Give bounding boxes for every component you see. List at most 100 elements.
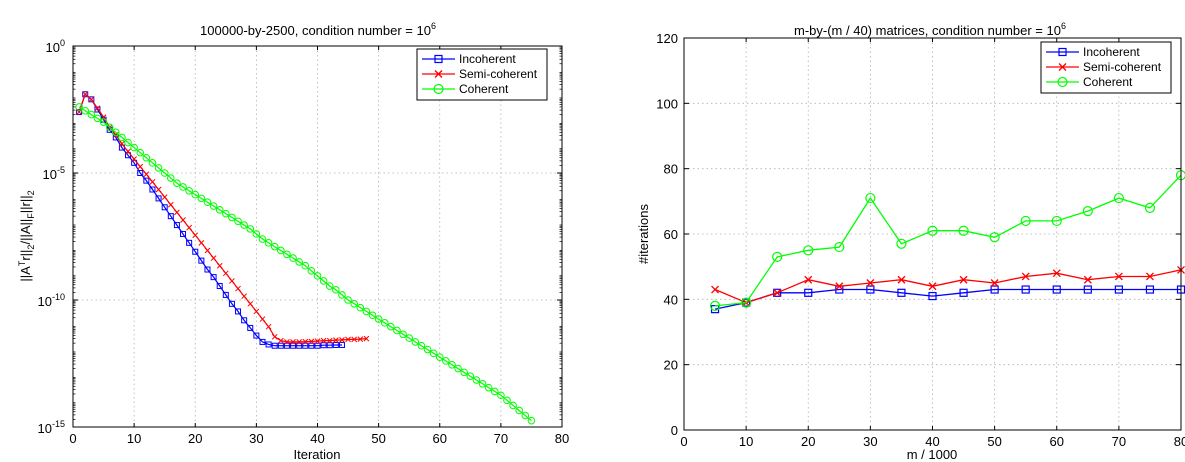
- left-point-incoherent: [320, 342, 327, 349]
- left-point-incoherent: [210, 274, 217, 281]
- right-point-coherent: [958, 225, 969, 236]
- right-point-incoherent: [959, 288, 968, 297]
- left-point-incoherent: [167, 213, 174, 220]
- left-point-coherent: [429, 349, 438, 358]
- right-y-tick-label: 100: [656, 96, 678, 111]
- left-point-incoherent: [216, 283, 223, 290]
- left-point-coherent: [142, 153, 151, 162]
- right-point-coherent: [1020, 215, 1031, 227]
- left-point-coherent: [301, 261, 310, 270]
- left-y-tick-label: 100: [46, 38, 65, 55]
- right-point-semi-coherent: [1114, 272, 1123, 281]
- left-point-incoherent: [228, 300, 235, 307]
- right-point-coherent: [709, 300, 721, 311]
- left-point-coherent: [478, 380, 487, 388]
- left-point-semi-coherent: [174, 209, 180, 216]
- left-point-coherent: [173, 179, 181, 187]
- left-point-incoherent: [143, 177, 150, 184]
- left-point-coherent: [277, 246, 285, 255]
- left-point-semi-coherent: [345, 336, 351, 343]
- left-point-coherent: [509, 401, 517, 410]
- left-point-coherent: [222, 209, 230, 218]
- right-point-semi-coherent: [711, 285, 720, 294]
- left-point-semi-coherent: [302, 338, 309, 345]
- left-point-coherent: [319, 277, 328, 285]
- left-point-incoherent: [192, 248, 199, 255]
- right-point-incoherent: [928, 291, 937, 301]
- right-chart-title: m-by-(m / 40) matrices, condition number…: [794, 21, 1066, 38]
- left-x-tick-label: 10: [127, 431, 141, 446]
- left-point-coherent: [411, 338, 420, 346]
- left-point-coherent: [448, 360, 456, 369]
- right-legend-label-semi-coherent: Semi-coherent: [1083, 60, 1162, 74]
- left-point-semi-coherent: [308, 338, 315, 345]
- left-point-incoherent: [161, 204, 168, 211]
- right-legend-marker-incoherent: [1058, 47, 1067, 57]
- left-point-incoherent: [302, 342, 309, 349]
- left-point-semi-coherent: [119, 140, 125, 147]
- left-series-incoherent: [76, 91, 345, 349]
- left-point-semi-coherent: [357, 336, 364, 342]
- left-point-incoherent: [253, 332, 260, 339]
- left-legend-marker-incoherent: [434, 54, 443, 64]
- left-point-coherent: [75, 103, 83, 111]
- left-point-coherent: [258, 235, 267, 243]
- left-x-ticks: 0 10 20 30 40 50 60 70 80: [69, 46, 569, 446]
- left-point-semi-coherent: [326, 337, 333, 344]
- right-x-tick-label: 30: [863, 434, 877, 449]
- left-point-semi-coherent: [363, 335, 370, 342]
- left-legend-label-incoherent: Incoherent: [459, 52, 516, 66]
- left-point-semi-coherent: [167, 201, 174, 208]
- right-legend-item-semi-coherent: Semi-coherent: [1046, 60, 1162, 74]
- right-point-semi-coherent: [804, 275, 813, 284]
- left-point-coherent: [350, 300, 358, 308]
- left-legend-item-incoherent: Incoherent: [422, 52, 516, 66]
- left-point-coherent: [405, 334, 413, 342]
- left-point-coherent: [148, 159, 157, 167]
- right-legend-marker-coherent: [1057, 76, 1068, 88]
- right-x-tick-label: 70: [1112, 434, 1126, 449]
- left-point-coherent: [454, 364, 462, 373]
- right-x-axis-label: m / 1000: [907, 447, 958, 462]
- left-x-tick-label: 70: [494, 431, 508, 446]
- left-point-coherent: [460, 368, 469, 377]
- left-y-axis-label: ||ATr||2/||A||F||r||2: [17, 190, 36, 281]
- left-point-coherent: [380, 319, 389, 327]
- left-point-coherent: [191, 190, 200, 199]
- left-point-coherent: [160, 169, 169, 177]
- right-point-coherent: [1082, 206, 1093, 217]
- left-point-semi-coherent: [320, 337, 327, 344]
- right-point-incoherent: [1114, 285, 1123, 294]
- left-point-coherent: [374, 315, 383, 323]
- left-series-semi-coherent: [76, 91, 370, 345]
- left-point-semi-coherent: [143, 171, 150, 178]
- left-point-incoherent: [314, 342, 321, 349]
- right-point-coherent: [741, 297, 752, 308]
- left-point-semi-coherent: [332, 337, 339, 343]
- right-point-semi-coherent: [773, 288, 782, 297]
- left-point-incoherent: [137, 170, 144, 176]
- left-point-coherent: [356, 303, 365, 312]
- right-x-tick-label: 40: [925, 434, 939, 449]
- left-point-incoherent: [198, 257, 205, 264]
- left-point-coherent: [252, 230, 261, 238]
- left-point-semi-coherent: [229, 278, 235, 284]
- left-series: [75, 91, 536, 425]
- right-x-tick-label: 20: [801, 434, 815, 449]
- left-point-incoherent: [204, 266, 211, 273]
- left-point-semi-coherent: [265, 323, 272, 330]
- right-y-tick-label: 80: [664, 162, 678, 177]
- left-point-incoherent: [180, 230, 187, 237]
- left-point-semi-coherent: [247, 300, 254, 307]
- left-point-coherent: [105, 123, 114, 132]
- right-point-coherent: [1113, 192, 1124, 204]
- left-point-coherent: [118, 133, 126, 142]
- right-point-coherent: [927, 225, 938, 236]
- left-point-coherent: [197, 194, 206, 203]
- left-point-coherent: [209, 202, 218, 210]
- left-point-coherent: [423, 345, 432, 354]
- left-point-incoherent: [265, 341, 272, 348]
- right-point-coherent: [803, 245, 814, 256]
- left-point-semi-coherent: [296, 339, 303, 345]
- left-point-coherent: [179, 183, 187, 191]
